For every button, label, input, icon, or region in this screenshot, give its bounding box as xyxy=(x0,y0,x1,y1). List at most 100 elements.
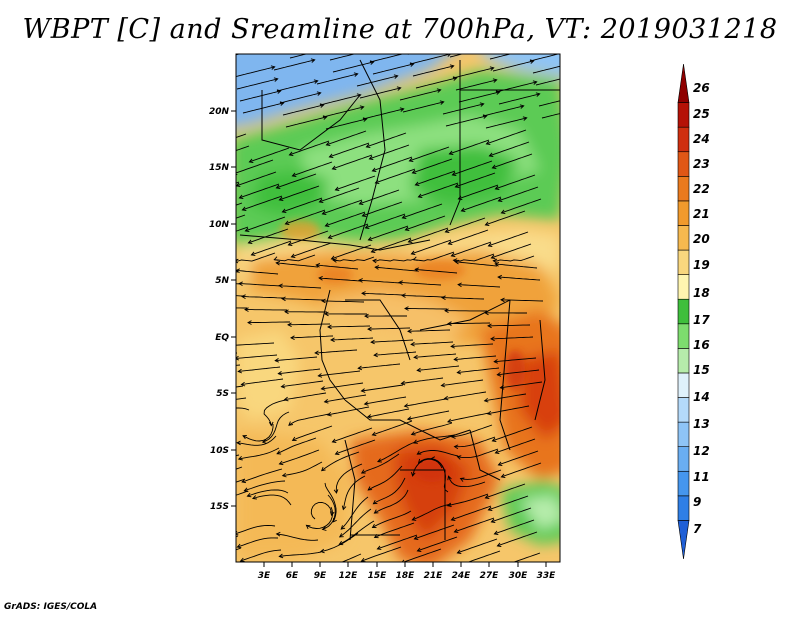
streamline xyxy=(494,519,535,535)
streamline xyxy=(407,410,450,420)
streamline-arrow xyxy=(450,516,456,521)
streamline-arrow xyxy=(484,221,490,226)
streamline-arrow xyxy=(278,283,283,289)
streamline-arrow xyxy=(268,45,272,49)
streamline-arrow xyxy=(367,326,372,332)
streamline-arrow xyxy=(238,281,243,286)
streamline-arrow xyxy=(484,494,490,499)
streamline xyxy=(401,377,444,384)
streamline xyxy=(451,505,492,521)
streamline-arrow xyxy=(324,222,330,227)
streamline-arrow xyxy=(411,169,417,174)
streamline-arrow xyxy=(370,339,375,345)
streamline xyxy=(329,142,370,158)
streamline-arrow xyxy=(320,466,326,472)
streamline-arrow xyxy=(290,253,296,258)
streamline-arrow xyxy=(284,220,290,225)
streamline xyxy=(359,87,401,99)
streamline xyxy=(361,546,402,562)
streamline xyxy=(490,336,534,340)
streamline-arrow xyxy=(410,431,416,436)
chart-title: WBPT [C] and Sreamline at 700hPa, VT: 20… xyxy=(22,14,778,45)
streamline xyxy=(415,77,457,89)
streamline-arrow xyxy=(453,356,458,362)
streamline-arrow xyxy=(453,528,459,533)
streamline-arrow xyxy=(444,228,450,233)
colorbar-segment xyxy=(677,102,690,128)
streamline-arrow xyxy=(372,499,378,505)
streamline xyxy=(458,91,500,103)
streamline-arrow xyxy=(318,198,324,203)
streamline-arrow xyxy=(333,489,339,494)
streamline-arrow xyxy=(199,280,203,284)
streamline-arrow xyxy=(196,181,200,185)
streamline xyxy=(451,424,493,438)
streamline-arrow xyxy=(236,258,239,264)
streamline-arrow xyxy=(368,155,374,160)
streamline xyxy=(275,356,318,362)
streamline-arrow xyxy=(236,355,239,361)
colorbar-label: 19 xyxy=(693,258,710,272)
streamline-arrow xyxy=(250,251,256,256)
streamline xyxy=(289,140,330,156)
streamline-arrow xyxy=(371,523,377,528)
streamline-arrow xyxy=(396,86,402,91)
streamline xyxy=(189,329,231,330)
streamline-arrow xyxy=(313,79,319,84)
streamline xyxy=(405,215,446,231)
streamline xyxy=(371,339,414,343)
streamline xyxy=(335,175,376,191)
streamline-arrow xyxy=(322,566,326,570)
streamline-arrow xyxy=(413,535,419,540)
streamline-arrow xyxy=(290,335,295,341)
streamline xyxy=(236,490,249,496)
streamline xyxy=(367,408,410,418)
streamline-arrow xyxy=(399,107,405,112)
streamline xyxy=(482,105,524,117)
streamline xyxy=(238,447,280,460)
streamline xyxy=(371,237,412,253)
lat-label: 10N xyxy=(209,220,230,230)
streamline-arrow xyxy=(324,311,329,317)
colorbar-label: 25 xyxy=(693,107,710,121)
streamline-arrow xyxy=(248,158,254,163)
streamline xyxy=(495,263,538,269)
streamline-arrow xyxy=(189,328,193,332)
streamline-arrow xyxy=(247,239,253,244)
streamline-arrow xyxy=(457,195,463,200)
streamline xyxy=(242,102,284,114)
streamline-arrow xyxy=(479,102,485,107)
streamline xyxy=(454,436,496,448)
streamline xyxy=(460,469,502,480)
streamline xyxy=(237,435,277,446)
streamline xyxy=(310,501,332,520)
streamline xyxy=(322,106,364,118)
streamline xyxy=(374,351,417,356)
streamline-arrow xyxy=(373,533,379,539)
streamline-arrow xyxy=(367,486,373,491)
streamline-arrow xyxy=(567,50,571,54)
streamline xyxy=(367,465,403,491)
streamline xyxy=(485,117,527,129)
streamline xyxy=(325,211,366,227)
streamline xyxy=(276,173,317,189)
streamline-arrow xyxy=(232,343,236,347)
streamline-arrow xyxy=(360,469,366,474)
streamline-arrow xyxy=(291,172,297,177)
streamline xyxy=(362,201,403,217)
streamline xyxy=(367,327,411,330)
streamline xyxy=(279,285,322,289)
streamline-arrow xyxy=(202,214,206,218)
streamline xyxy=(292,425,333,441)
colorbar-segment xyxy=(677,446,690,472)
streamline-arrow xyxy=(321,210,327,215)
colorbar-label: 12 xyxy=(693,444,710,458)
colorbar-label: 11 xyxy=(693,470,710,484)
streamline xyxy=(282,104,324,116)
colorbar-segment xyxy=(677,63,690,103)
streamline-arrow xyxy=(377,458,382,463)
streamline xyxy=(498,276,541,281)
streamline-arrow xyxy=(198,367,202,371)
streamline xyxy=(404,398,447,407)
